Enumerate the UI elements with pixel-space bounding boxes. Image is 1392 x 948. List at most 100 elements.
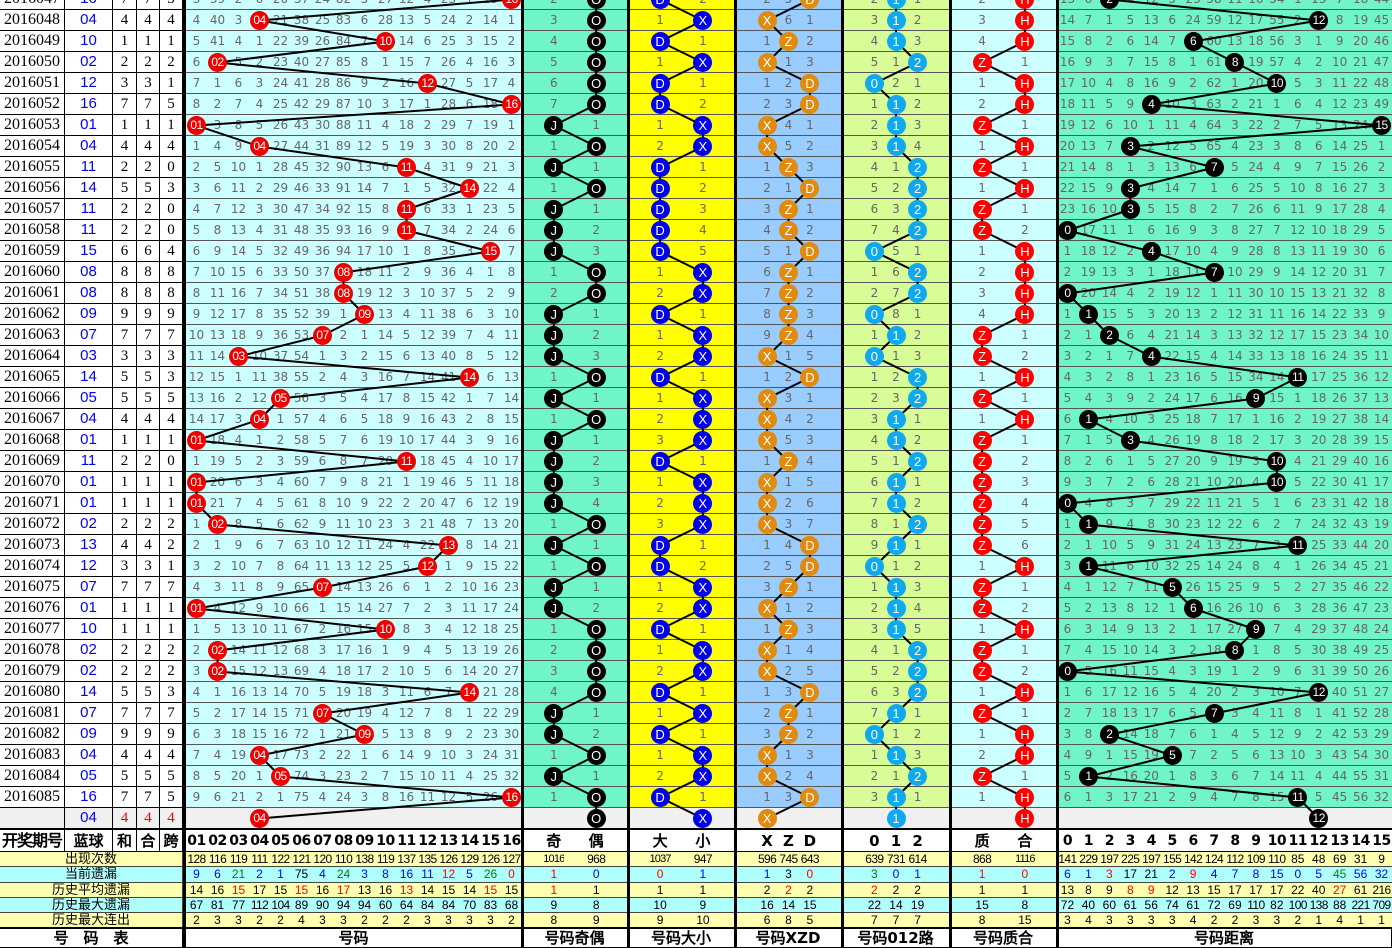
bs-cell (713, 262, 736, 283)
xzd-cell (777, 808, 801, 829)
dist-cell: 6 (1140, 220, 1163, 241)
bs-cell: 3 (692, 199, 715, 220)
dist-cell: 7 (1098, 472, 1121, 493)
main-stat-value: 21 (228, 867, 250, 883)
dist-cell: 4 (1140, 430, 1163, 451)
pc-hit-marker: Z (972, 704, 992, 723)
r012-cell (842, 178, 865, 199)
xzd-hit-marker: Z (779, 158, 798, 177)
main-cell: 7 (186, 73, 208, 94)
main-cell: 31 (312, 136, 334, 157)
bs-cell (670, 115, 694, 136)
oe-cell (606, 0, 629, 10)
main-cell: 11 (438, 766, 460, 787)
main-cell: 18 (480, 619, 502, 640)
dist-hit-marker: 3 (1120, 179, 1140, 198)
oe-cell (564, 262, 587, 283)
stat-blank (564, 883, 587, 898)
oe-cell (522, 766, 545, 787)
main-cell: 20 (480, 136, 502, 157)
oe-cell (564, 703, 587, 724)
main-cell: 37 (291, 0, 313, 10)
pc-cell: 6 (1014, 535, 1037, 556)
main-stat-value: 11 (417, 867, 439, 883)
r012-cell (928, 724, 951, 745)
dist-cell: 5 (1287, 73, 1310, 94)
bs-cell: 3 (649, 430, 672, 451)
dist-hit-marker: 4 (1141, 95, 1161, 114)
digit-sum: 8 (113, 262, 137, 283)
blue-ball-number: 11 (65, 220, 113, 241)
column-header: 16 (501, 830, 523, 852)
main-cell: 1 (249, 430, 271, 451)
dist-cell: 5 (1287, 472, 1310, 493)
dist-cell: 1 (1266, 493, 1289, 514)
main-cell: 26 (312, 31, 334, 52)
main-cell: 19 (375, 430, 397, 451)
dist-cell: 1 (1224, 661, 1247, 682)
dist-cell: 62 (1203, 73, 1226, 94)
blue-ball-number: 01 (65, 493, 113, 514)
dist-cell: 3 (1140, 409, 1163, 430)
period-number: 2016064 (0, 346, 65, 367)
digit-span: 0 (160, 199, 183, 220)
r012-cell (928, 136, 951, 157)
main-stat-value: 126 (480, 852, 502, 867)
dist-cell: 24 (1308, 514, 1331, 535)
r012-hit-marker: 2 (908, 221, 928, 240)
r012-cell (842, 52, 865, 73)
dist-cell: 12 (1140, 598, 1163, 619)
dist-stat-value: 7 (1224, 867, 1247, 883)
r012-cell (928, 766, 951, 787)
main-cell: 9 (228, 136, 250, 157)
oe-cell (564, 661, 587, 682)
r012-cell (842, 241, 865, 262)
main-hit-marker: 14 (460, 683, 479, 702)
dist-cell: 2 (1245, 661, 1268, 682)
oe-hit-marker: O (586, 410, 606, 429)
main-cell: 30 (270, 199, 292, 220)
xzd-cell (820, 325, 843, 346)
dist-cell: 20 (1057, 136, 1079, 157)
dist-cell: 8 (1245, 556, 1268, 577)
digit-span: 9 (160, 304, 183, 325)
main-stat-value: 24 (333, 867, 355, 883)
main-cell: 11 (333, 514, 355, 535)
main-cell: 10 (375, 241, 397, 262)
xzd-cell (820, 619, 843, 640)
bs-cell (713, 157, 736, 178)
pc-cell (992, 73, 1016, 94)
r012-cell: 3 (906, 31, 930, 52)
r012-cell: 3 (906, 745, 930, 766)
oe-cell (522, 178, 545, 199)
column-header: 偶 (585, 830, 608, 852)
main-cell: 29 (270, 178, 292, 199)
r012-cell: 1 (885, 556, 908, 577)
dist-hit-marker: 4 (1141, 242, 1161, 261)
dist-stat-value: 9 (1371, 852, 1392, 867)
main-cell: 1 (312, 724, 334, 745)
main-cell: 16 (375, 367, 397, 388)
dist-cell: 8 (1077, 724, 1100, 745)
r012-cell (928, 472, 951, 493)
main-cell (438, 808, 460, 829)
bs-cell (713, 136, 736, 157)
dist-cell: 17 (1119, 787, 1142, 808)
dist-cell: 8 (1224, 220, 1247, 241)
pc-cell (950, 535, 973, 556)
dist-cell: 9 (1098, 514, 1121, 535)
r012-hit-marker: 1 (886, 620, 906, 639)
dist-cell (1182, 808, 1205, 829)
column-header: 和 (113, 830, 137, 852)
stat-blank (606, 883, 629, 898)
oe-cell (522, 535, 545, 556)
main-cell: 14 (396, 745, 418, 766)
blue-ball-number: 10 (65, 31, 113, 52)
bs-cell (713, 556, 736, 577)
oe-hit-marker: O (586, 32, 606, 51)
main-cell: 2 (186, 535, 208, 556)
main-cell: 1 (396, 241, 418, 262)
column-header: 1 (885, 830, 908, 852)
column-header: 小 (692, 830, 715, 852)
sum-tail: 4 (137, 10, 160, 31)
